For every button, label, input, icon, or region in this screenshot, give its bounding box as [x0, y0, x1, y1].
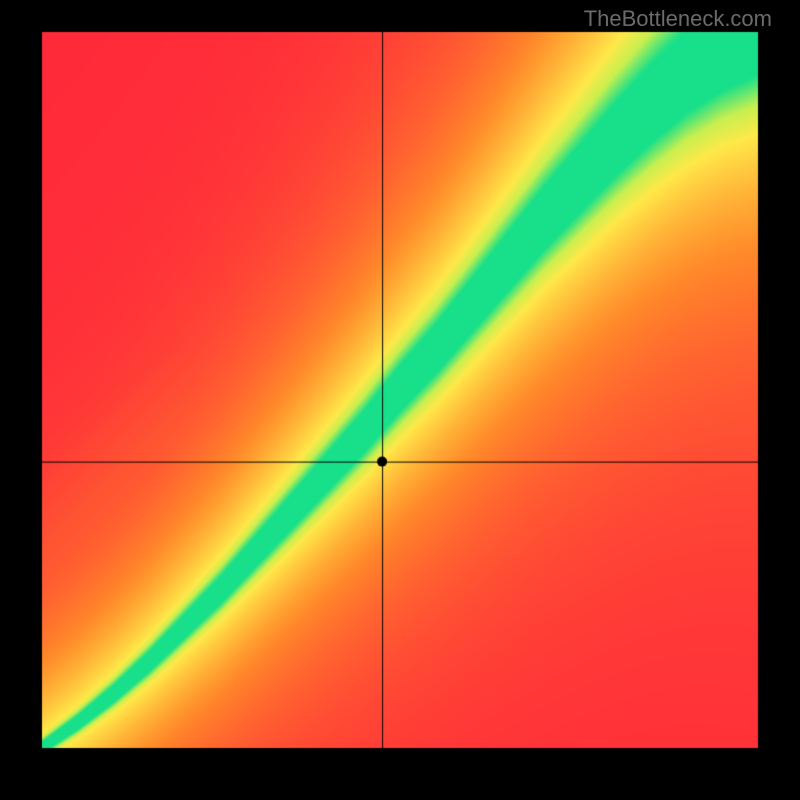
bottleneck-heatmap: [0, 0, 800, 800]
attribution-text: TheBottleneck.com: [584, 6, 772, 32]
chart-container: TheBottleneck.com: [0, 0, 800, 800]
